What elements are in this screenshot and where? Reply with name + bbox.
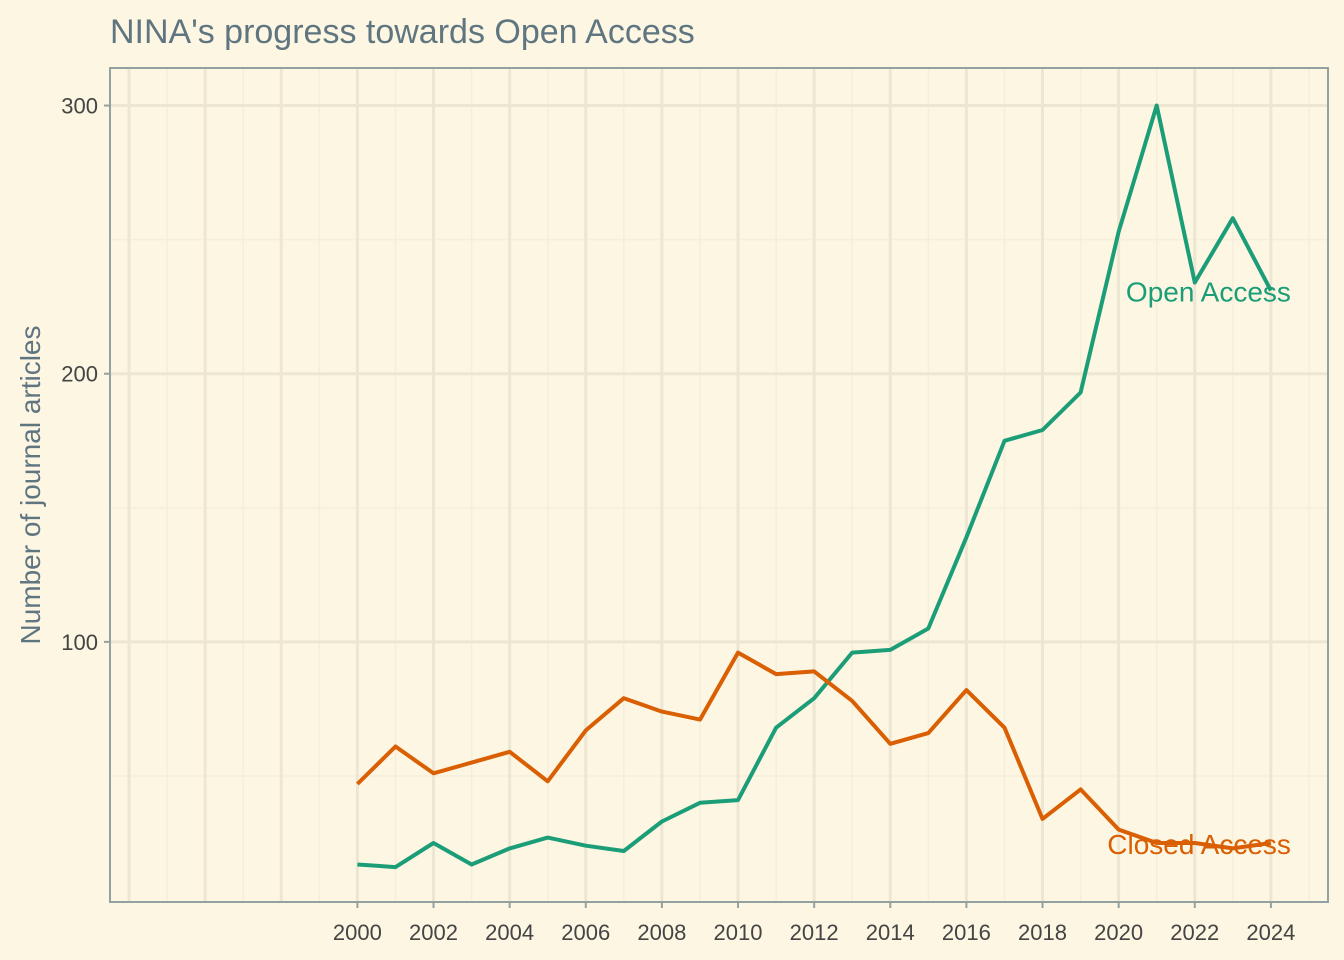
y-axis-label: Number of journal articles [15,325,46,644]
x-tick-label: 2006 [561,920,610,945]
x-tick-label: 2016 [942,920,991,945]
series-line-closed-access [355,650,1272,851]
x-tick-label: 2002 [409,920,458,945]
x-tick-label: 2010 [714,920,763,945]
y-tick-label: 200 [61,362,98,387]
y-axis-ticks: 100 200 300 [61,94,110,655]
chart-title: NINA's progress towards Open Access [110,13,695,51]
x-tick-label: 2022 [1170,920,1219,945]
x-axis-ticks: 2000 2002 2004 2006 2008 2010 2012 2014 2016 2018… [333,902,1295,945]
series-labels: Open Access Closed Access [1107,277,1291,860]
x-tick-label: 2012 [790,920,839,945]
x-tick-label: 2000 [333,920,382,945]
x-tick-label: 2020 [1094,920,1143,945]
panel-border [109,67,1329,903]
grid [110,68,1328,902]
x-tick-label: 2008 [637,920,686,945]
series-lines [355,103,1273,870]
series-label-closed-access: Closed Access [1107,829,1291,860]
y-tick-label: 300 [61,94,98,119]
series-line-open-access [357,103,1273,870]
y-tick-label: 100 [61,630,98,655]
x-tick-label: 2004 [485,920,534,945]
x-tick-label: 2024 [1246,920,1295,945]
x-tick-label: 2014 [866,920,915,945]
x-tick-label: 2018 [1018,920,1067,945]
series-label-open-access: Open Access [1126,277,1291,308]
